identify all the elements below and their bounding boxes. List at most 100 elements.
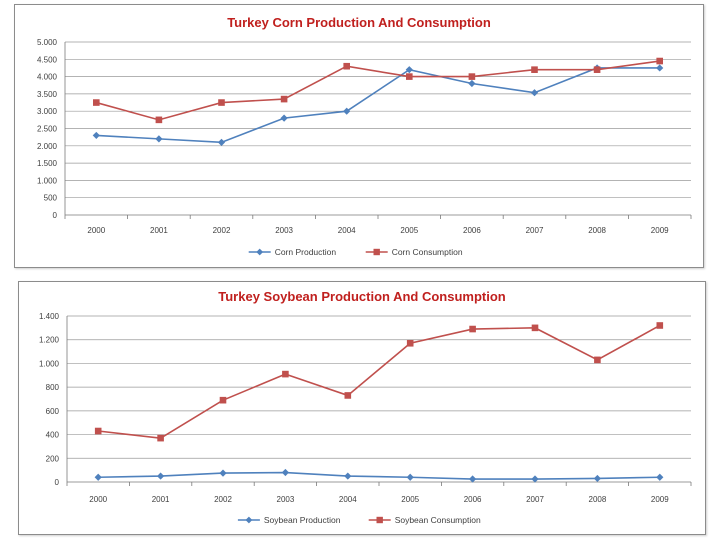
y-tick-label: 2.000 bbox=[37, 142, 58, 151]
soybean-production-point bbox=[94, 473, 102, 481]
soybean-chart: Turkey Soybean Production And Consumptio… bbox=[39, 289, 692, 525]
soybean-chart-title: Turkey Soybean Production And Consumptio… bbox=[218, 289, 506, 304]
x-tick-label: 2006 bbox=[463, 226, 481, 235]
x-tick-label: 2003 bbox=[275, 226, 293, 235]
x-tick-label: 2001 bbox=[150, 226, 168, 235]
soybean-consumption-point bbox=[94, 427, 102, 435]
legend-item-soybean-production: Soybean Production bbox=[237, 515, 341, 525]
y-tick-label: 200 bbox=[46, 454, 60, 463]
corn-consumption-point bbox=[343, 62, 350, 70]
soybean-production-point bbox=[656, 473, 664, 481]
corn-production-point bbox=[468, 79, 476, 88]
soybean-chart-panel: Turkey Soybean Production And Consumptio… bbox=[18, 281, 706, 535]
x-tick-label: 2000 bbox=[87, 226, 105, 235]
x-tick-label: 2009 bbox=[651, 226, 669, 235]
legend-item-soybean-consumption: Soybean Consumption bbox=[368, 515, 481, 525]
soybean-consumption-point bbox=[344, 392, 352, 399]
soybean-consumption-point bbox=[157, 434, 164, 442]
corn-production-point bbox=[217, 138, 226, 146]
legend-marker bbox=[376, 516, 383, 524]
soybean-production-point bbox=[219, 469, 227, 477]
y-tick-label: 500 bbox=[44, 194, 58, 203]
corn-chart: Turkey Corn Production And Consumption 0 5… bbox=[37, 15, 692, 257]
soybean-production-point bbox=[469, 475, 477, 483]
corn-consumption-point bbox=[531, 66, 538, 73]
corn-consumption-point bbox=[656, 57, 663, 65]
x-tick-label: 2005 bbox=[400, 226, 418, 235]
x-tick-label: 2006 bbox=[464, 495, 482, 504]
corn-production-point bbox=[530, 89, 539, 97]
corn-production-point bbox=[92, 131, 100, 140]
x-tick-label: 2002 bbox=[214, 495, 232, 504]
x-tick-label: 2004 bbox=[338, 226, 356, 235]
soybean-production-point bbox=[593, 474, 601, 483]
corn-production-point bbox=[405, 66, 413, 74]
x-tick-label: 2000 bbox=[89, 495, 107, 504]
legend-label: Soybean Production bbox=[264, 515, 341, 525]
corn-production-point bbox=[155, 135, 163, 143]
soybean-consumption-point bbox=[406, 339, 414, 347]
x-tick-label: 2002 bbox=[213, 226, 231, 235]
soybean-consumption-point bbox=[656, 322, 664, 329]
soybean-consumption-line bbox=[98, 324, 661, 439]
corn-production-point bbox=[343, 107, 351, 115]
soybean-production-point bbox=[344, 472, 352, 480]
corn-consumption-point bbox=[280, 95, 288, 103]
corn-consumption-point bbox=[155, 116, 163, 124]
y-tick-label: 400 bbox=[46, 431, 60, 440]
soybean-production-point bbox=[406, 473, 414, 481]
corn-production-point bbox=[280, 114, 288, 122]
y-tick-label: 1.000 bbox=[39, 359, 60, 368]
soybean-production-point bbox=[281, 468, 289, 477]
legend-marker bbox=[245, 516, 253, 524]
y-tick-label: 4.500 bbox=[37, 55, 58, 64]
y-tick-label: 0 bbox=[53, 211, 58, 220]
soybean-production-point bbox=[157, 472, 165, 480]
y-tick-label: 2.500 bbox=[37, 125, 58, 134]
x-tick-label: 2004 bbox=[339, 495, 357, 504]
x-tick-label: 2001 bbox=[152, 495, 170, 504]
y-tick-label: 1.000 bbox=[37, 176, 58, 185]
y-tick-label: 1.400 bbox=[39, 312, 60, 321]
legend-item-corn-consumption: Corn Consumption bbox=[365, 247, 463, 257]
x-tick-label: 2008 bbox=[589, 495, 607, 504]
soybean-consumption-point bbox=[282, 370, 289, 378]
y-tick-label: 1.200 bbox=[39, 336, 60, 345]
corn-consumption-point bbox=[93, 99, 100, 106]
y-tick-label: 800 bbox=[46, 383, 60, 392]
legend-marker bbox=[256, 248, 264, 256]
corn-chart-title: Turkey Corn Production And Consumption bbox=[227, 15, 491, 30]
corn-consumption-point bbox=[468, 73, 476, 80]
soybean-consumption-point bbox=[531, 324, 539, 332]
legend-label: Corn Production bbox=[275, 247, 337, 257]
y-tick-label: 4.000 bbox=[37, 73, 58, 82]
x-tick-label: 2009 bbox=[651, 495, 669, 504]
y-tick-label: 1.500 bbox=[37, 159, 58, 168]
soybean-consumption-point bbox=[219, 396, 227, 404]
corn-consumption-point bbox=[218, 99, 225, 106]
x-tick-label: 2003 bbox=[277, 495, 295, 504]
corn-consumption-line bbox=[96, 60, 660, 121]
corn-consumption-point bbox=[593, 66, 601, 73]
y-tick-label: 3.000 bbox=[37, 107, 58, 116]
x-tick-label: 2007 bbox=[526, 495, 544, 504]
y-tick-label: 5.000 bbox=[37, 38, 58, 47]
soybean-production-point bbox=[531, 475, 539, 483]
legend-label: Soybean Consumption bbox=[395, 515, 481, 525]
corn-production-line bbox=[96, 67, 660, 144]
legend-item-corn-production: Corn Production bbox=[248, 247, 337, 257]
x-tick-label: 2007 bbox=[526, 226, 544, 235]
soybean-consumption-point bbox=[594, 356, 601, 364]
x-tick-label: 2008 bbox=[588, 226, 606, 235]
soybean-production-line bbox=[98, 471, 660, 480]
x-tick-label: 2005 bbox=[401, 495, 419, 504]
legend-marker bbox=[373, 248, 380, 256]
corn-consumption-point bbox=[406, 73, 413, 80]
y-tick-label: 3.500 bbox=[37, 90, 58, 99]
y-tick-label: 600 bbox=[46, 407, 60, 416]
y-tick-label: 0 bbox=[55, 478, 60, 487]
corn-production-point bbox=[656, 64, 664, 72]
legend-label: Corn Consumption bbox=[392, 247, 463, 257]
soybean-consumption-point bbox=[469, 325, 476, 333]
corn-chart-panel: Turkey Corn Production And Consumption 0 5… bbox=[14, 4, 704, 268]
